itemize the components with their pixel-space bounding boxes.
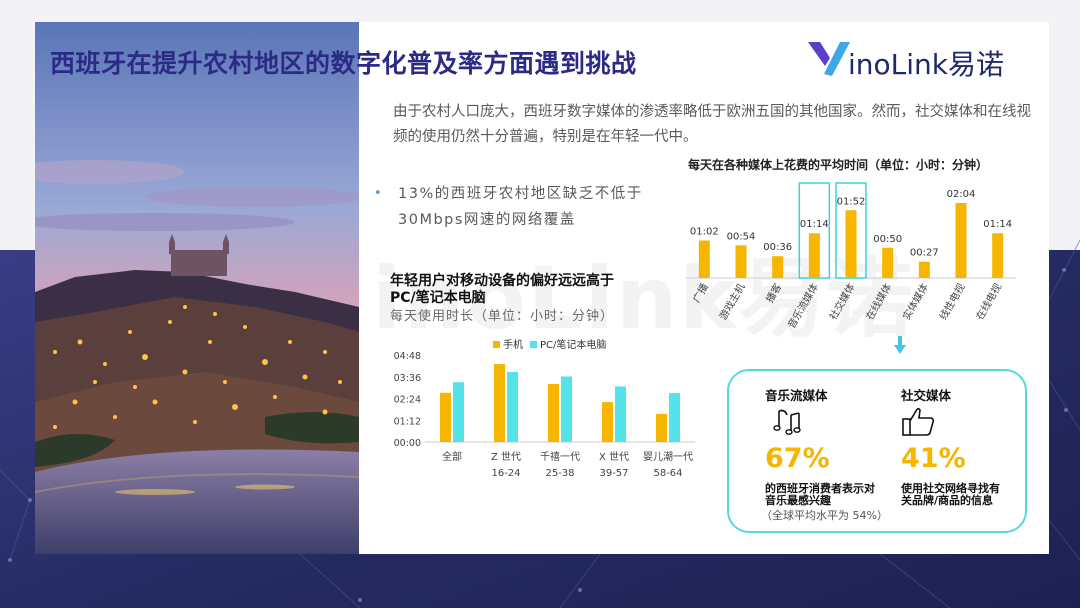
page-title: 西班牙在提升农村地区的数字化普及率方面遇到挑战 xyxy=(50,49,637,78)
bar-pc xyxy=(561,376,572,442)
x-tick-label: 线性电视 xyxy=(936,281,967,322)
media-bar xyxy=(772,256,784,278)
x-tick-label: Z 世代 xyxy=(491,451,521,463)
bar-data-label: 00:54 xyxy=(727,231,756,242)
music-desc-line1: 的西班牙消费者表示对 xyxy=(765,482,875,495)
left-chart-subheading: 每天使用时长（单位：小时：分钟） xyxy=(390,309,615,324)
x-tick-label: X 世代 xyxy=(599,451,629,463)
brand-logo: inoLink易诺 xyxy=(806,38,1016,82)
bullet-icon: • xyxy=(374,186,382,201)
bar-data-label: 01:52 xyxy=(837,196,866,207)
bar-data-label: 02:04 xyxy=(947,189,976,200)
left-chart-heading: 年轻用户对移动设备的偏好远远高于PC/笔记本电脑 xyxy=(390,273,614,306)
music-percent: 67% xyxy=(765,443,830,474)
music-heading: 音乐流媒体 xyxy=(765,388,828,403)
city-night-photo xyxy=(35,22,359,554)
x-tick-label: 音乐流媒体 xyxy=(785,281,821,330)
x-tick-label: 39-57 xyxy=(599,468,628,479)
highlight-infobox: 音乐流媒体 67% 的西班牙消费者表示对 音乐最感兴趣 （全球平均水平为 54%… xyxy=(727,369,1027,533)
bar-data-label: 00:27 xyxy=(910,248,939,259)
arrow-down-icon xyxy=(894,336,906,354)
watermark: inoLink易诺 xyxy=(372,249,915,349)
bar-data-label: 00:36 xyxy=(763,242,792,253)
x-tick-label: 25-38 xyxy=(545,468,574,479)
bar-pc xyxy=(507,371,518,442)
bar-pc xyxy=(453,382,464,442)
x-tick-label: 在线电视 xyxy=(973,281,1004,322)
x-tick-label: 千禧一代 xyxy=(540,450,580,463)
bar-phone xyxy=(602,402,613,442)
social-heading: 社交媒体 xyxy=(901,388,952,403)
y-tick-label: 00:00 xyxy=(394,438,421,449)
legend-label-pc: PC/笔记本电脑 xyxy=(540,338,606,351)
bar-data-label: 01:14 xyxy=(983,219,1012,230)
social-percent: 41% xyxy=(901,443,966,474)
media-time-chart: 01:02 广播 00:54 游戏主机 00:36 播客 01:14 音乐流媒体 01:52 社交… xyxy=(686,182,1016,330)
y-tick-label: 02:24 xyxy=(394,395,421,406)
y-tick-label: 04:48 xyxy=(394,351,421,362)
media-bar xyxy=(955,203,967,278)
bullet-text: 13%的西班牙农村地区缺乏不低于30Mbps网速的网络覆盖 xyxy=(398,186,643,228)
legend-swatch-pc xyxy=(530,341,537,348)
music-desc-line2: 音乐最感兴趣 xyxy=(765,494,831,507)
media-bar xyxy=(992,233,1004,278)
bar-phone xyxy=(494,364,505,442)
social-desc-line2: 关品牌/商品的信息 xyxy=(901,494,994,507)
x-tick-label: 58-64 xyxy=(653,468,682,479)
music-notes-icon xyxy=(773,409,801,435)
bar-data-label: 01:14 xyxy=(800,219,829,230)
x-tick-label: 播客 xyxy=(763,281,784,305)
brand-logo-mark-icon xyxy=(808,42,850,76)
bar-pc xyxy=(669,393,680,442)
x-tick-label: 在线媒体 xyxy=(863,281,894,322)
intro-paragraph: 由于农村人口庞大，西班牙数字媒体的渗透率略低于欧洲五国的其他国家。然而，社交媒体… xyxy=(393,104,1031,145)
media-bar xyxy=(735,245,747,278)
media-bar xyxy=(918,261,930,278)
media-bar xyxy=(845,210,857,278)
bar-data-label: 01:02 xyxy=(690,227,719,238)
media-bar xyxy=(882,247,894,278)
bar-phone xyxy=(440,392,451,442)
media-bar xyxy=(698,240,710,278)
x-tick-label: 全部 xyxy=(442,450,462,463)
y-tick-label: 01:12 xyxy=(394,416,421,427)
thumbs-up-icon xyxy=(902,407,935,436)
bar-pc xyxy=(615,386,626,442)
device-usage-chart: 手机 PC/笔记本电脑 00:00 01:12 02:24 03:36 04:48 全部 Z 世… xyxy=(394,338,695,479)
legend-swatch-phone xyxy=(493,341,500,348)
music-note: （全球平均水平为 54%） xyxy=(761,509,888,522)
media-bar xyxy=(808,233,820,278)
x-tick-label: 16-24 xyxy=(491,468,520,479)
right-chart-heading: 每天在各种媒体上花费的平均时间（单位：小时：分钟） xyxy=(688,158,989,172)
x-tick-label: 社交媒体 xyxy=(826,281,857,322)
x-tick-label: 实体媒体 xyxy=(900,281,931,322)
x-tick-label: 广播 xyxy=(690,281,711,305)
bar-data-label: 00:50 xyxy=(873,234,902,245)
brand-logo-text: inoLink易诺 xyxy=(848,48,1004,81)
x-tick-label: 游戏主机 xyxy=(716,281,747,322)
legend-label-phone: 手机 xyxy=(503,338,523,351)
bar-phone xyxy=(548,384,559,442)
bar-phone xyxy=(656,413,667,442)
y-tick-label: 03:36 xyxy=(394,373,421,384)
social-desc-line1: 使用社交网络寻找有 xyxy=(901,482,1000,495)
x-tick-label: 婴儿潮一代 xyxy=(643,450,693,463)
